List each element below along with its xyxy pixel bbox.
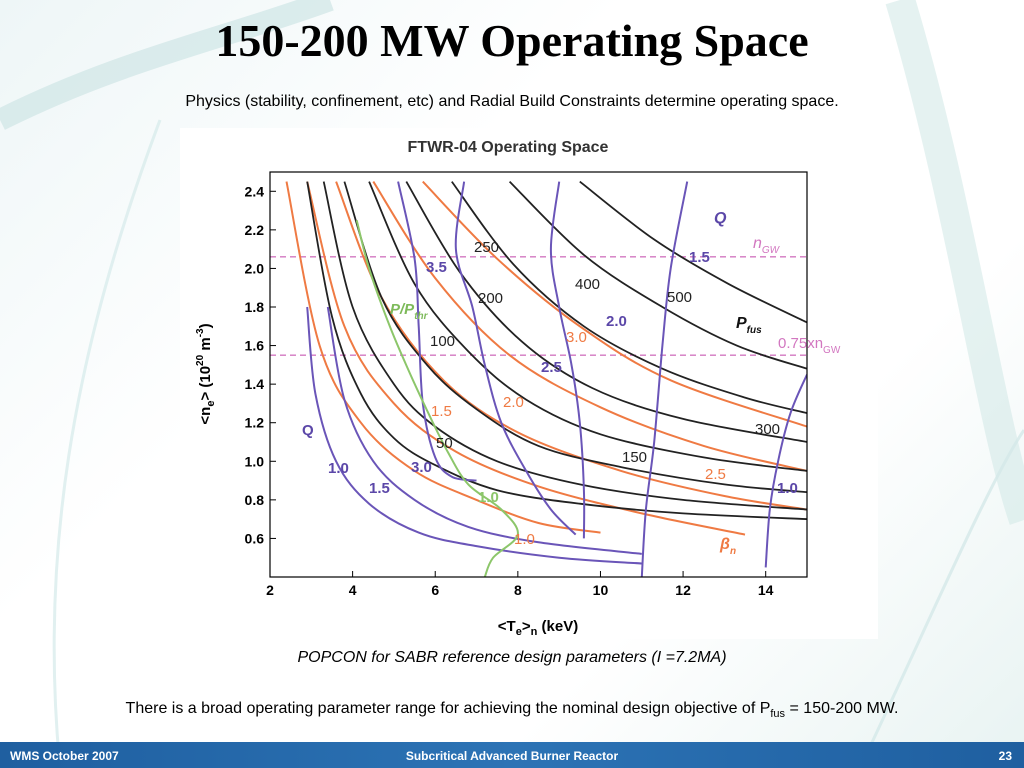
q-label-2-5: 2.5 [541, 359, 562, 376]
slide-subtitle: Physics (stability, confinement, etc) an… [0, 93, 1024, 111]
y-tick-label: 1.0 [245, 453, 265, 469]
x-tick-label: 8 [514, 582, 522, 598]
footer-center: Subcritical Advanced Burner Reactor [0, 749, 1024, 763]
pfus-label-50: 50 [436, 435, 453, 452]
footer-bar: WMS October 2007 Subcritical Advanced Bu… [0, 742, 1024, 768]
y-tick-label: 2.0 [245, 260, 265, 276]
q-label-2-0: 2.0 [606, 313, 627, 330]
y-tick-label: 0.8 [245, 492, 265, 508]
x-tick-label: 6 [431, 582, 439, 598]
q-label-1-0-mid: 1.0 [478, 489, 499, 506]
beta-label-3-0: 3.0 [566, 329, 587, 346]
beta-legend: βn [719, 536, 736, 557]
pfus-label-150: 150 [622, 449, 647, 466]
popcon-figure: FTWR-04 Operating Space 2 4 6 8 10 12 14 0.6 0.8… [180, 128, 878, 639]
y-tick-label: 2.2 [245, 222, 265, 238]
q-label-1-5-right: 1.5 [689, 249, 710, 266]
chart-title: FTWR-04 Operating Space [408, 139, 609, 156]
ppthr-label: P/Pthr [390, 301, 429, 322]
ngw-label: nGW [753, 235, 781, 256]
popcon-chart: FTWR-04 Operating Space 2 4 6 8 10 12 14 0.6 0.8… [180, 128, 878, 639]
q-label-1-0-right: 1.0 [777, 480, 798, 497]
y-tick-label: 1.4 [245, 376, 265, 392]
pfus-label-200: 200 [478, 290, 503, 307]
x-axis-label: <Te>n (keV) [498, 618, 578, 638]
pfus-label-100: 100 [430, 333, 455, 350]
x-tick-label: 2 [266, 582, 274, 598]
y-tick-label: 2.4 [245, 183, 265, 199]
q-label-1-0-left: 1.0 [328, 460, 349, 477]
y-tick-label: 1.6 [245, 338, 265, 354]
body-text-prefix: There is a broad operating parameter ran… [126, 700, 771, 717]
q-label-3-0: 3.0 [411, 459, 432, 476]
y-tick-label: 1.2 [245, 415, 265, 431]
q-legend: Q [714, 210, 727, 227]
y-tick-label: 0.6 [245, 530, 265, 546]
beta-label-2-0: 2.0 [503, 394, 524, 411]
body-text: There is a broad operating parameter ran… [0, 700, 1024, 720]
pfus-label-400: 400 [575, 276, 600, 293]
x-tick-label: 4 [349, 582, 357, 598]
x-tick-label: 14 [758, 582, 774, 598]
q-label-left: Q [302, 422, 314, 439]
body-text-sub: fus [770, 708, 785, 720]
ngw75-label: 0.75xnGW [778, 335, 841, 356]
pfus-label-500: 500 [667, 289, 692, 306]
y-tick-label: 1.8 [245, 299, 265, 315]
pfus-label-300: 300 [755, 421, 780, 438]
slide-title: 150-200 MW Operating Space [0, 14, 1024, 67]
body-text-suffix: = 150-200 MW. [785, 700, 898, 717]
pfus-curve-4 [406, 182, 807, 442]
plot-area [270, 182, 807, 577]
beta-curve-0 [287, 182, 601, 533]
pfus-label-250: 250 [474, 239, 499, 256]
pfus-legend: Pfus [736, 315, 762, 336]
q-label-3-5: 3.5 [426, 259, 447, 276]
q-curve-1 [328, 307, 642, 554]
beta-label-1-0: 1.0 [514, 531, 535, 548]
beta-label-1-5: 1.5 [431, 403, 452, 420]
beta-label-2-5: 2.5 [705, 466, 726, 483]
x-tick-label: 10 [593, 582, 609, 598]
q-label-1-5-left: 1.5 [369, 480, 390, 497]
pfus-curve-0 [307, 182, 807, 519]
figure-caption: POPCON for SABR reference design paramet… [0, 649, 1024, 667]
y-axis-label: <ne> (1020 m-3) [195, 323, 217, 424]
curves-layer [270, 182, 807, 577]
x-tick-label: 12 [675, 582, 691, 598]
footer-page-number: 23 [999, 749, 1012, 763]
